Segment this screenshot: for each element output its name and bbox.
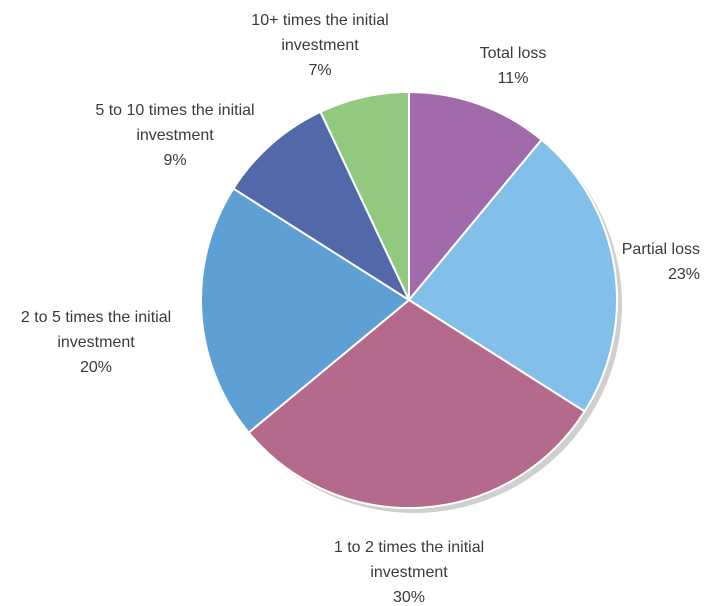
- pie-slice-2: [408, 138, 618, 413]
- pie-label-4: 2 to 5 times the initial investment 20%: [21, 309, 171, 376]
- pie-label-percent: 11%: [498, 70, 529, 87]
- pie-slice-3: [247, 299, 586, 509]
- pie-label-percent: 9%: [163, 152, 186, 169]
- pie-slice-4: [200, 187, 410, 434]
- pie-label-text: 1 to 2 times the initial: [334, 539, 484, 556]
- pie-label-percent: 20%: [80, 359, 112, 376]
- pie-slice-6: [319, 91, 410, 301]
- pie-label-text: 10+ times the initial: [251, 12, 388, 29]
- pie-label-percent: 30%: [393, 589, 425, 606]
- pie-label-6: 10+ times the initial investment 7%: [251, 12, 388, 79]
- pie-label-text: 2 to 5 times the initial: [21, 309, 171, 326]
- pie-slices: [200, 91, 618, 509]
- pie-slice-1: [408, 91, 543, 301]
- pie-label-percent: 23%: [668, 266, 700, 283]
- pie-label-text: investment: [57, 334, 135, 351]
- pie-label-1: Total loss 11%: [480, 45, 547, 87]
- pie-label-percent: 7%: [308, 62, 331, 79]
- pie-label-text: investment: [370, 564, 448, 581]
- pie-label-text: Partial loss: [622, 241, 700, 258]
- pie-label-text: Total loss: [480, 45, 547, 62]
- pie-label-5: 5 to 10 times the initial investment 9%: [95, 102, 254, 169]
- pie-label-text: investment: [281, 37, 359, 54]
- pie-labels: Total loss 11% Partial loss 23% 1 to 2 times…: [21, 12, 700, 606]
- pie-label-text: 5 to 10 times the initial: [95, 102, 254, 119]
- pie-label-text: investment: [136, 127, 214, 144]
- pie-label-2: Partial loss 23%: [622, 241, 700, 283]
- pie-slice-5: [232, 110, 410, 301]
- pie-label-3: 1 to 2 times the initial investment 30%: [334, 539, 484, 606]
